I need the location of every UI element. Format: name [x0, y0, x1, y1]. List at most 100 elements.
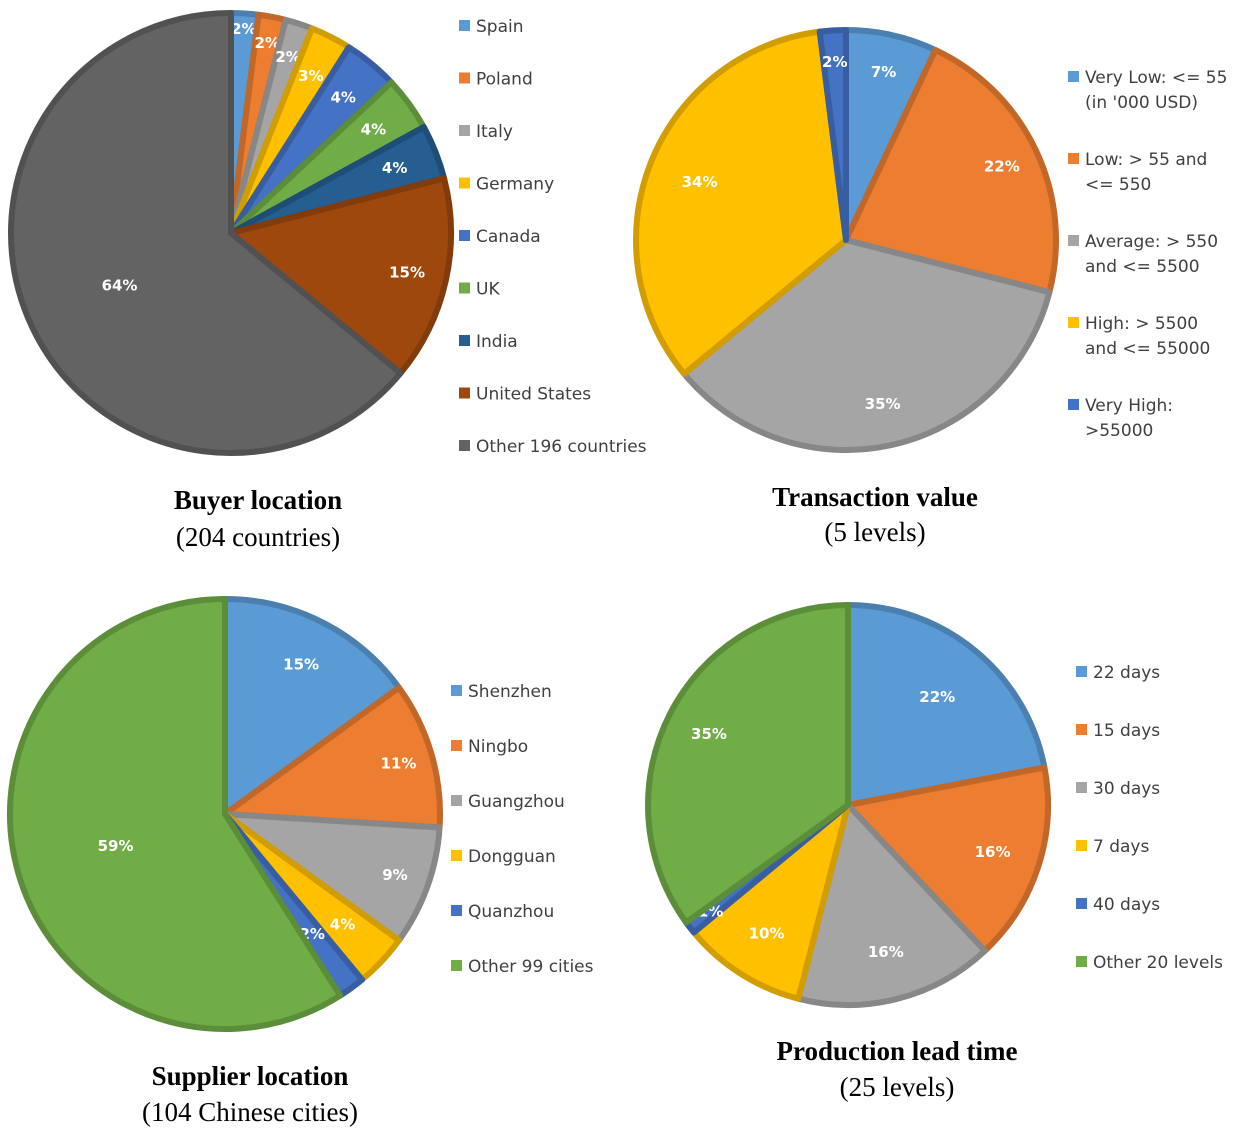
slice-label-average-550-and-5500: 35% — [865, 395, 901, 413]
legend-label: Average: > 550 — [1085, 232, 1218, 252]
chart-title: Supplier location — [152, 1061, 349, 1091]
pie-slice-average-550-and-5500 — [681, 237, 1053, 453]
legend-swatch — [459, 282, 470, 294]
legend-item-united-states: United States — [459, 385, 591, 405]
legend-label: 22 days — [1093, 663, 1160, 683]
chart-subtitle: (104 Chinese cities) — [142, 1097, 358, 1127]
legend-item-italy: Italy — [459, 122, 513, 142]
legend-item-very-low-55-in-000-usd: Very Low: <= 55 (in '000 USD) — [1068, 68, 1227, 113]
legend-item-shenzhen: Shenzhen — [451, 682, 552, 702]
pie-slice-other-20-levels — [645, 602, 851, 926]
legend-item-30-days: 30 days — [1076, 779, 1160, 799]
legend-swatch — [459, 177, 470, 189]
slice-label-dongguan: 4% — [330, 915, 355, 933]
pie-slice-united-states — [228, 175, 454, 377]
slice-label-low-55-and-550: 22% — [984, 158, 1020, 176]
legend-swatch — [459, 335, 470, 346]
legend-label: 15 days — [1093, 721, 1160, 741]
legend-item-poland: Poland — [459, 70, 533, 90]
slice-label-spain: 2% — [231, 20, 256, 38]
legend-item-7-days: 7 days — [1076, 837, 1149, 857]
legend-item-15-days: 15 days — [1076, 721, 1160, 741]
legend-label: United States — [476, 385, 591, 405]
legend-label: UK — [476, 280, 500, 300]
legend-label: 7 days — [1093, 837, 1149, 857]
chart-subtitle: (5 levels) — [824, 517, 925, 547]
slice-label-united-states: 15% — [389, 263, 425, 281]
slice-label-very-high-55000: 2% — [822, 53, 847, 71]
legend-swatch — [451, 905, 462, 916]
legend-item-germany: Germany — [459, 175, 554, 195]
slice-label-italy: 2% — [275, 48, 300, 66]
legend-item-other-20-levels: Other 20 levels — [1076, 953, 1223, 973]
slice-label-22-days: 22% — [919, 688, 955, 706]
legend-swatch — [1076, 666, 1087, 677]
legend-swatch — [1068, 71, 1079, 82]
legend-swatch — [1076, 724, 1087, 735]
slice-label-india: 4% — [382, 159, 407, 177]
slice-label-high-5500-and-55000: 34% — [682, 173, 718, 191]
legend-item-dongguan: Dongguan — [451, 847, 556, 867]
legend-item-canada: Canada — [459, 227, 541, 247]
legend-label: India — [476, 332, 518, 352]
pie-slice-shenzhen — [222, 596, 402, 817]
legend-item-india: India — [459, 332, 518, 352]
pie-slice-7-days — [690, 802, 851, 1002]
chart-title: Transaction value — [772, 482, 978, 512]
legend-item-22-days: 22 days — [1076, 663, 1160, 683]
legend-label: Canada — [476, 227, 541, 247]
legend-label: Very High: — [1085, 396, 1173, 416]
legend-swatch — [451, 795, 462, 806]
legend-swatch — [459, 387, 470, 399]
legend-swatch — [459, 125, 470, 136]
legend-swatch — [1068, 153, 1079, 164]
legend-label: Other 99 cities — [468, 957, 594, 977]
legend-item-ningbo: Ningbo — [451, 737, 528, 757]
slice-label-15-days: 16% — [975, 843, 1011, 861]
legend-item-very-high-55000: Very High: >55000 — [1068, 396, 1173, 441]
pie-slice-other-196-countries — [8, 10, 404, 456]
legend-swatch — [1076, 840, 1087, 851]
legend-item-high-5500-and-55000: High: > 5500 and <= 55000 — [1068, 314, 1210, 359]
legend-swatch — [451, 850, 462, 861]
slice-label-30-days: 16% — [868, 943, 904, 961]
legend-label: 40 days — [1093, 895, 1160, 915]
legend-label: Spain — [476, 17, 524, 37]
slice-label-poland: 2% — [255, 34, 280, 52]
legend-swatch — [459, 440, 470, 451]
pie-slice-15-days — [845, 764, 1051, 954]
slice-label-ningbo: 11% — [380, 755, 416, 773]
legend-swatch — [459, 72, 470, 84]
slice-label-7-days: 10% — [749, 924, 785, 942]
legend-item-guangzhou: Guangzhou — [451, 792, 565, 812]
legend-item-40-days: 40 days — [1076, 895, 1160, 915]
legend-item-quanzhou: Quanzhou — [451, 902, 554, 922]
legend-item-spain: Spain — [459, 17, 524, 37]
legend-swatch — [451, 685, 462, 696]
legend-label: >55000 — [1085, 421, 1153, 441]
legend-label: Other 20 levels — [1093, 953, 1223, 973]
pie-chart-buyer-location: 2%2%2%3%4%4%4%15%64%SpainPolandItalyGerm… — [8, 10, 647, 552]
legend-swatch — [451, 740, 462, 751]
legend-label: and <= 55000 — [1085, 339, 1210, 359]
legend-swatch — [1076, 782, 1087, 793]
slice-label-canada: 4% — [330, 88, 355, 106]
chart-subtitle: (204 countries) — [176, 522, 340, 552]
chart-subtitle: (25 levels) — [840, 1072, 955, 1102]
legend-label: Dongguan — [468, 847, 556, 867]
pie-slice-guangzhou — [222, 811, 443, 944]
pie-slice-30-days — [795, 802, 988, 1008]
legend-swatch — [459, 230, 470, 241]
pie-slice-ningbo — [222, 684, 443, 831]
legend-item-uk: UK — [459, 280, 500, 300]
legend-label: Shenzhen — [468, 682, 552, 702]
legend-label: Quanzhou — [468, 902, 554, 922]
pie-chart-transaction-value: 7% 22% 35% 34% 2% Very Low: <= 55 (in '000 USD… — [633, 27, 1227, 547]
pie-slice-very-high-55000 — [816, 27, 849, 243]
legend-label: Italy — [476, 122, 513, 142]
slice-label-other-99-cities: 59% — [98, 837, 134, 855]
legend-label: and <= 5500 — [1085, 257, 1200, 277]
pie-slice-low-55-and-550 — [843, 46, 1059, 296]
